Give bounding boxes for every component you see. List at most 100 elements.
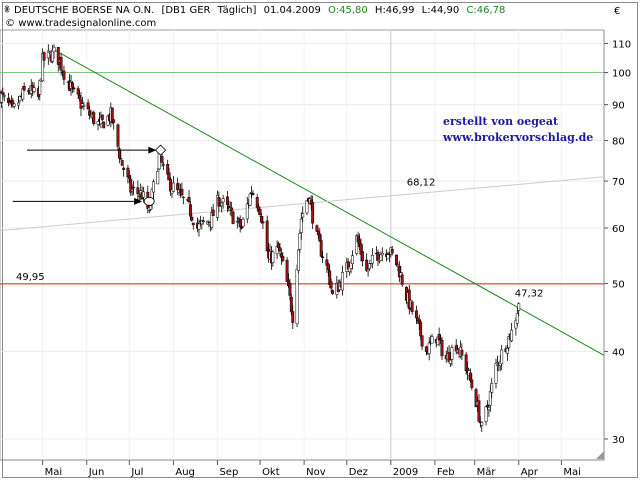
candle-body bbox=[315, 225, 319, 232]
candle-body bbox=[351, 255, 354, 265]
candle-body bbox=[468, 372, 472, 381]
candle-layer bbox=[0, 44, 521, 432]
candle-body bbox=[180, 188, 184, 196]
y-tick-label: 100 bbox=[612, 69, 631, 80]
x-tick-label: Okt bbox=[262, 467, 280, 478]
candle-body bbox=[299, 218, 303, 233]
candle bbox=[171, 176, 175, 192]
candle-body bbox=[190, 217, 194, 221]
candle-body bbox=[487, 407, 491, 410]
candle-body bbox=[449, 359, 452, 364]
candle-body bbox=[296, 249, 300, 271]
candle-body bbox=[311, 202, 315, 224]
x-tick-label: Sep bbox=[219, 467, 238, 478]
x-tick-label: Apr bbox=[521, 467, 539, 478]
candle bbox=[420, 335, 424, 351]
candle-body bbox=[245, 203, 249, 220]
candle-body bbox=[102, 121, 106, 129]
candle bbox=[56, 46, 60, 72]
candle bbox=[370, 248, 374, 269]
x-tick-label: Dez bbox=[349, 467, 368, 478]
candle-body bbox=[137, 195, 141, 197]
candle bbox=[331, 289, 335, 295]
candle-body bbox=[207, 221, 211, 224]
candle bbox=[311, 195, 315, 229]
candle bbox=[116, 123, 120, 151]
candle-body bbox=[187, 197, 191, 202]
candle-body bbox=[427, 342, 431, 354]
candle-body bbox=[396, 263, 400, 265]
candle bbox=[450, 344, 454, 366]
candle-body bbox=[424, 346, 428, 352]
candle-body bbox=[301, 213, 305, 218]
open-value: O:45,80 bbox=[328, 5, 368, 16]
resize-corner-icon[interactable] bbox=[596, 451, 604, 459]
candle-body bbox=[230, 207, 234, 211]
candle-body bbox=[380, 253, 384, 256]
candle-body bbox=[477, 400, 481, 422]
y-tick-label: 60 bbox=[612, 224, 625, 235]
candle-body bbox=[86, 102, 90, 110]
candle-body bbox=[500, 349, 504, 364]
candle bbox=[298, 229, 302, 254]
candle-body bbox=[341, 272, 344, 291]
website-text: www.tradesignalonline.com bbox=[18, 18, 156, 29]
candle bbox=[261, 216, 265, 230]
candle-body bbox=[360, 251, 364, 262]
candle bbox=[296, 249, 300, 274]
candle-body bbox=[92, 112, 96, 125]
candle bbox=[500, 344, 504, 370]
candle-body bbox=[231, 211, 235, 225]
candle-body bbox=[32, 87, 36, 92]
candle bbox=[142, 187, 145, 203]
candle-body bbox=[271, 251, 275, 263]
close-value: C:46,78 bbox=[466, 5, 505, 16]
candle-body bbox=[211, 209, 215, 216]
candle-body bbox=[295, 269, 299, 324]
candle-body bbox=[395, 254, 398, 266]
y-tick-label: 40 bbox=[612, 347, 625, 358]
candle bbox=[295, 264, 299, 327]
candle-body bbox=[515, 313, 519, 324]
candle-body bbox=[258, 209, 262, 215]
candle-body bbox=[78, 95, 82, 99]
candle-body bbox=[420, 335, 424, 347]
overlay-layer: 68,12 47,32 bbox=[12, 144, 543, 299]
candle-body bbox=[88, 110, 91, 116]
arrow-head-icon bbox=[134, 197, 143, 205]
candle-body bbox=[156, 171, 160, 185]
candle-body bbox=[1, 92, 5, 95]
candle bbox=[285, 256, 289, 282]
candle-body bbox=[12, 103, 16, 107]
candle bbox=[291, 305, 295, 330]
candle bbox=[136, 180, 140, 202]
candle-body bbox=[291, 311, 295, 323]
arrow-head-icon bbox=[148, 146, 157, 154]
candle-body bbox=[235, 220, 239, 223]
candle-body bbox=[220, 202, 224, 207]
candle-body bbox=[240, 227, 244, 229]
candle-body bbox=[505, 348, 509, 354]
candle-body bbox=[17, 102, 20, 106]
candle-body bbox=[46, 50, 50, 59]
candle-body bbox=[410, 301, 414, 312]
candle-body bbox=[59, 56, 63, 71]
candle bbox=[42, 51, 46, 68]
candle-body bbox=[298, 233, 302, 250]
candle-body bbox=[486, 404, 489, 408]
candle bbox=[32, 82, 36, 94]
candle bbox=[319, 234, 323, 257]
x-tick-label: 2009 bbox=[393, 467, 418, 478]
candle bbox=[510, 322, 514, 343]
candle-body bbox=[265, 220, 269, 252]
candle bbox=[62, 65, 66, 85]
candle bbox=[480, 421, 484, 432]
candle bbox=[427, 336, 431, 361]
candle-body bbox=[52, 46, 56, 53]
candle-body bbox=[386, 254, 390, 260]
candle-body bbox=[112, 119, 116, 123]
candle-body bbox=[136, 187, 140, 194]
candle bbox=[265, 215, 269, 252]
